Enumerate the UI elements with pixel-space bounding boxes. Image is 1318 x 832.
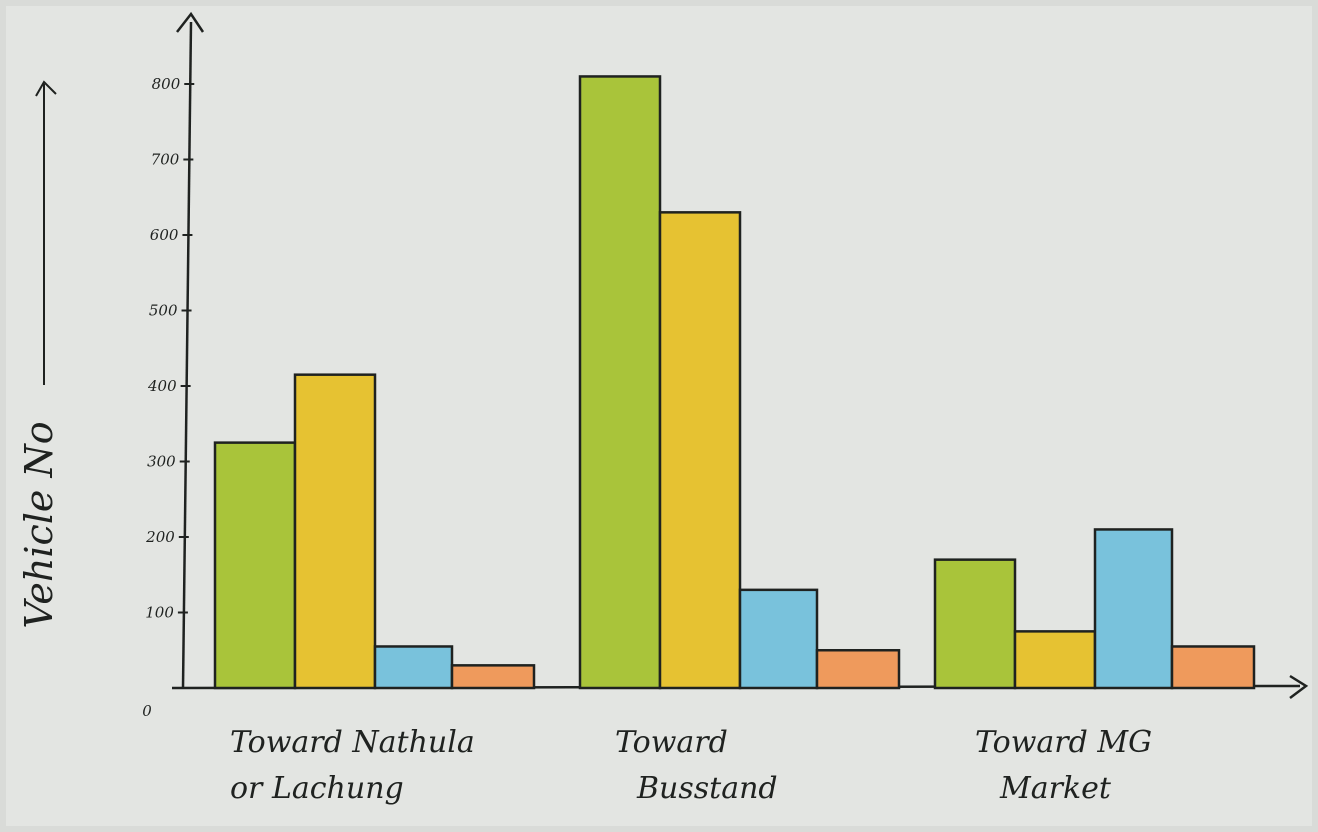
bar xyxy=(450,664,536,690)
bar xyxy=(293,373,377,690)
y-tick-label: 0 xyxy=(142,702,152,720)
ylabel-arrow xyxy=(35,80,57,385)
bar xyxy=(738,588,819,690)
y-axis-arrow xyxy=(176,11,205,33)
category-label: Market xyxy=(999,771,1112,806)
bar xyxy=(815,649,901,690)
y-axis-label: Vehicle No xyxy=(17,421,61,628)
category-label: or Lachung xyxy=(230,771,404,806)
y-tick-label: 300 xyxy=(147,453,176,471)
bars xyxy=(213,75,1256,690)
bar xyxy=(1093,528,1174,690)
x-axis-arrow xyxy=(1289,674,1309,699)
y-tick-label: 800 xyxy=(152,75,181,93)
bar xyxy=(213,441,297,690)
y-ticks: 0 100 200 300 400 500 600 700 800 xyxy=(142,75,195,720)
category-labels: Toward Nathula or Lachung Toward Busstand To… xyxy=(230,725,1152,806)
bar xyxy=(1013,630,1097,690)
category-label: Toward MG xyxy=(975,725,1152,760)
category-label: Toward Nathula xyxy=(230,725,475,760)
y-tick-label: 100 xyxy=(145,604,174,622)
y-tick-label: 700 xyxy=(151,151,180,169)
bar xyxy=(658,211,742,690)
y-axis-line xyxy=(181,21,193,689)
y-tick-label: 600 xyxy=(150,226,179,244)
category-label: Busstand xyxy=(636,771,778,806)
category-label: Toward xyxy=(615,725,728,760)
y-tick-label: 400 xyxy=(147,377,177,395)
bar xyxy=(1170,645,1256,690)
bar xyxy=(578,75,662,690)
y-tick-label: 500 xyxy=(149,302,178,320)
bar xyxy=(933,558,1017,690)
y-tick-label: 200 xyxy=(145,528,175,546)
bar xyxy=(373,645,454,690)
